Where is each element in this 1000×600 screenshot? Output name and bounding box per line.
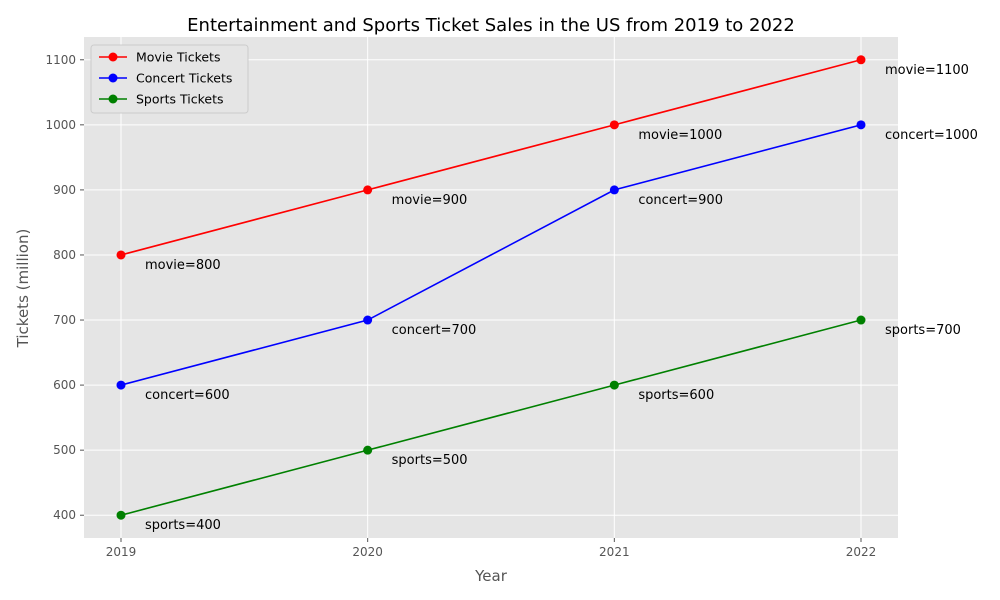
movie-tickets-legend-label: Movie Tickets [136, 50, 220, 65]
sports-tickets-point [856, 315, 866, 325]
movie-tickets-line [120, 58, 862, 256]
movie-tickets-data-label: movie=1000 [638, 128, 722, 143]
movie-tickets-legend-marker [108, 52, 118, 62]
concert-tickets-legend-label: Concert Tickets [136, 71, 232, 86]
concert-tickets-point [609, 185, 619, 195]
y-tick-label: 500 [53, 443, 76, 457]
y-tick-label: 600 [53, 378, 76, 392]
movie-tickets-data-label: movie=800 [145, 258, 221, 273]
y-tick-label: 900 [53, 183, 76, 197]
x-axis-ticks: 2019 2020 2021 2022 [106, 538, 877, 559]
concert-tickets-point [856, 120, 866, 130]
y-tick-label: 1100 [45, 53, 76, 67]
y-tick-label: 800 [53, 248, 76, 262]
concert-tickets-data-label: concert=700 [392, 323, 477, 338]
series-lines [116, 55, 866, 520]
sports-tickets-point [363, 445, 373, 455]
legend: Movie Tickets Concert Tickets Sports Ticke… [90, 44, 249, 114]
concert-tickets-data-label: concert=1000 [885, 128, 978, 143]
y-tick-label: 400 [53, 508, 76, 522]
sports-tickets-data-label: sports=400 [145, 518, 221, 533]
sports-tickets-data-label: sports=500 [392, 453, 468, 468]
movie-tickets-data-label: movie=900 [392, 193, 468, 208]
sports-tickets-line [120, 319, 862, 517]
movie-tickets-point [363, 185, 373, 195]
x-tick-label: 2020 [352, 545, 383, 559]
y-tick-label: 1000 [45, 118, 76, 132]
concert-tickets-legend-marker [108, 73, 118, 83]
movie-tickets-point [116, 250, 126, 260]
concert-tickets-data-label: concert=600 [145, 388, 230, 403]
concert-tickets-point [363, 315, 373, 325]
y-tick-label: 700 [53, 313, 76, 327]
sports-tickets-point [609, 380, 619, 390]
chart-title: Entertainment and Sports Ticket Sales in… [187, 15, 795, 36]
sports-tickets-data-label: sports=700 [885, 323, 961, 338]
x-tick-label: 2021 [599, 545, 630, 559]
sports-tickets-legend-label: Sports Tickets [136, 92, 224, 107]
y-axis-label: Tickets (million) [14, 229, 32, 349]
data-labels: movie=800 movie=900 movie=1000 movie=1100 co… [145, 63, 978, 533]
sports-tickets-data-label: sports=600 [638, 388, 714, 403]
sports-tickets-legend-marker [108, 94, 118, 104]
x-axis-label: Year [474, 567, 508, 585]
sports-tickets-point [116, 510, 126, 520]
concert-tickets-data-label: concert=900 [638, 193, 723, 208]
concert-tickets-point [116, 380, 126, 390]
movie-tickets-point [856, 55, 866, 65]
x-tick-label: 2019 [106, 545, 137, 559]
movie-tickets-data-label: movie=1100 [885, 63, 969, 78]
plot-area [84, 37, 898, 538]
movie-tickets-point [609, 120, 619, 130]
legend-box [90, 44, 249, 114]
concert-tickets-line [120, 124, 862, 386]
y-axis-ticks: 400 500 600 700 800 900 1000 1100 [45, 53, 84, 522]
x-tick-label: 2022 [846, 545, 877, 559]
